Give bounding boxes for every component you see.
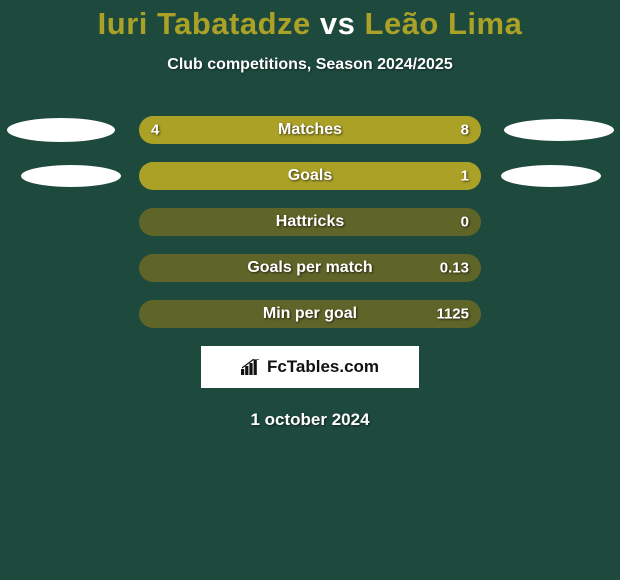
stat-label: Min per goal [263,305,357,323]
player2-value: 0 [461,214,469,231]
player1-fill [139,116,276,144]
player1-ellipse [7,118,115,142]
stat-track: 1 Goals [139,162,481,190]
stat-row: 4 8 Matches [0,116,620,144]
stat-row: 0 Hattricks [0,208,620,236]
stat-row: 1125 Min per goal [0,300,620,328]
page-title: Iuri Tabatadze vs Leão Lima [98,6,523,42]
stat-label: Goals [288,167,332,185]
player1-name: Iuri Tabatadze [98,6,311,41]
player1-value: 4 [151,122,159,139]
player1-fill [139,162,255,190]
player2-value: 0.13 [440,260,469,277]
player2-value: 8 [461,122,469,139]
player2-value: 1125 [436,306,469,323]
stat-track: 4 8 Matches [139,116,481,144]
branding-box: FcTables.com [201,346,419,388]
stat-label: Hattricks [276,213,344,231]
player2-ellipse [501,165,601,187]
update-date: 1 october 2024 [0,410,620,430]
stat-label: Goals per match [247,259,372,277]
player2-name: Leão Lima [365,6,523,41]
bar-chart-icon [241,359,261,375]
player2-ellipse [504,119,614,141]
stat-track: 0 Hattricks [139,208,481,236]
branding-text: FcTables.com [267,357,379,377]
player1-ellipse [21,165,121,187]
stat-row: 0.13 Goals per match [0,254,620,282]
vs-text: vs [320,6,355,41]
stats-container: 4 8 Matches 1 Goals 0 Hattricks 0.13 Goals per m… [0,116,620,328]
stat-track: 0.13 Goals per match [139,254,481,282]
stat-row: 1 Goals [0,162,620,190]
page-title-wrap: Iuri Tabatadze vs Leão Lima [0,0,620,42]
subtitle: Club competitions, Season 2024/2025 [0,56,620,74]
player2-value: 1 [461,168,469,185]
stat-track: 1125 Min per goal [139,300,481,328]
stat-label: Matches [278,121,342,139]
